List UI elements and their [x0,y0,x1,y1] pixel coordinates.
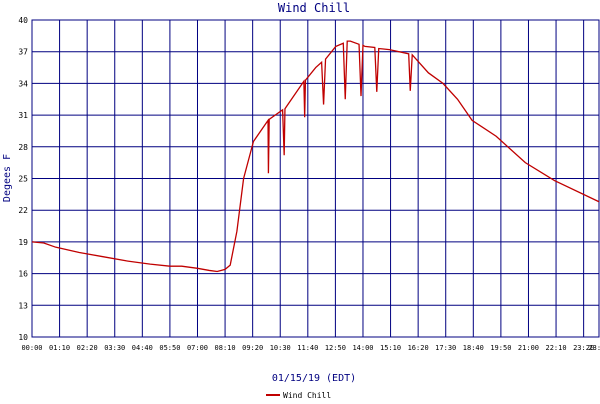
y-tick-label: 34 [18,79,28,88]
x-tick-label: 05:50 [159,344,180,352]
y-tick-label: 40 [18,16,28,25]
x-tick-label: 18:40 [463,344,484,352]
x-tick-label: 12:50 [325,344,346,352]
y-tick-label: 31 [18,111,28,120]
x-tick-label: 04:40 [132,344,153,352]
y-tick-label: 25 [18,175,28,184]
y-tick-label: 19 [18,238,28,247]
x-tick-label: 14:00 [352,344,373,352]
x-tick-label: 22:10 [546,344,567,352]
y-tick-label: 37 [18,48,28,57]
x-tick-label: 16:20 [408,344,429,352]
x-tick-label: 23:59 [588,344,600,352]
x-tick-label: 02:20 [77,344,98,352]
legend-label: Wind Chill [283,391,331,400]
x-tick-label: 23:20 [573,344,594,352]
x-tick-label: 21:00 [518,344,539,352]
x-tick-label: 00:00 [21,344,42,352]
y-tick-label: 13 [18,301,28,310]
y-axis-label: Degees F [2,154,13,202]
x-axis-label: 01/15/19 (EDT) [272,373,356,384]
x-tick-label: 15:10 [380,344,401,352]
x-tick-label: 08:10 [215,344,236,352]
x-tick-label: 03:30 [104,344,125,352]
x-tick-label: 01:10 [49,344,70,352]
chart-title: Wind Chill [278,1,350,15]
x-tick-label: 09:20 [242,344,263,352]
y-tick-label: 10 [18,333,28,342]
y-tick-label: 28 [18,143,28,152]
y-tick-label: 22 [18,206,28,215]
data-line [31,40,600,273]
x-tick-label: 19:50 [490,344,511,352]
x-tick-label: 10:30 [270,344,291,352]
x-tick-label: 07:00 [187,344,208,352]
y-tick-label: 16 [18,270,28,279]
x-tick-label: 11:40 [297,344,318,352]
x-tick-label: 17:30 [435,344,456,352]
